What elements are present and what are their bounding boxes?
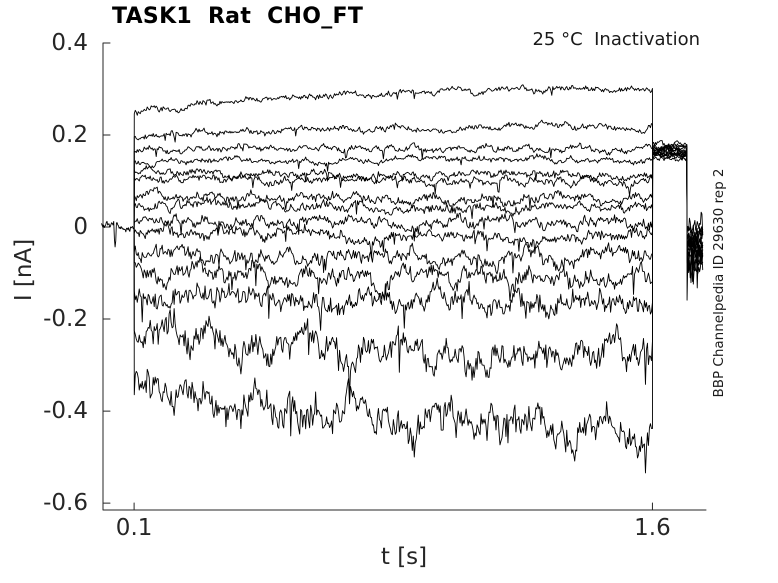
sweep-trace-15 (133, 140, 704, 474)
attribution-label: BBP Channelpedia ID 29630 rep 2 (711, 168, 727, 398)
sweep-trace-4 (133, 148, 704, 258)
sweep-trace-3 (133, 142, 704, 248)
y-tick-label-5: -0.6 (43, 490, 88, 517)
x-tick-label-1: 1.6 (634, 515, 671, 541)
sweep-trace-11 (133, 143, 704, 275)
y-tick-label-1: 0.2 (51, 122, 88, 149)
y-tick-label-4: -0.4 (43, 398, 88, 425)
y-tick-label-2: 0 (73, 214, 88, 241)
x-axis-label: t [s] (380, 544, 428, 570)
x-tick-label-0: 0.1 (115, 515, 153, 541)
sweep-trace-2 (133, 119, 704, 237)
baseline-trace (101, 220, 135, 248)
sweep-trace-8 (133, 150, 704, 265)
sweep-trace-7 (133, 147, 704, 264)
sweep-trace-14 (133, 143, 704, 398)
sweep-trace-13 (133, 145, 704, 331)
y-axis-label: I [nA] (11, 238, 37, 302)
sweep-trace-10 (133, 144, 704, 282)
axes-spines (102, 42, 707, 511)
figure-title: TASK1 Rat CHO_FT (112, 4, 364, 29)
sweep-trace-1 (133, 84, 704, 256)
sweep-trace-6 (133, 149, 704, 249)
y-tick-label-0: 0.4 (51, 30, 88, 56)
y-tick-label-3: -0.2 (43, 306, 88, 333)
sweep-trace-9 (133, 146, 704, 258)
temperature-annotation: 25 °C Inactivation (532, 29, 700, 50)
sweep-trace-12 (133, 145, 704, 301)
